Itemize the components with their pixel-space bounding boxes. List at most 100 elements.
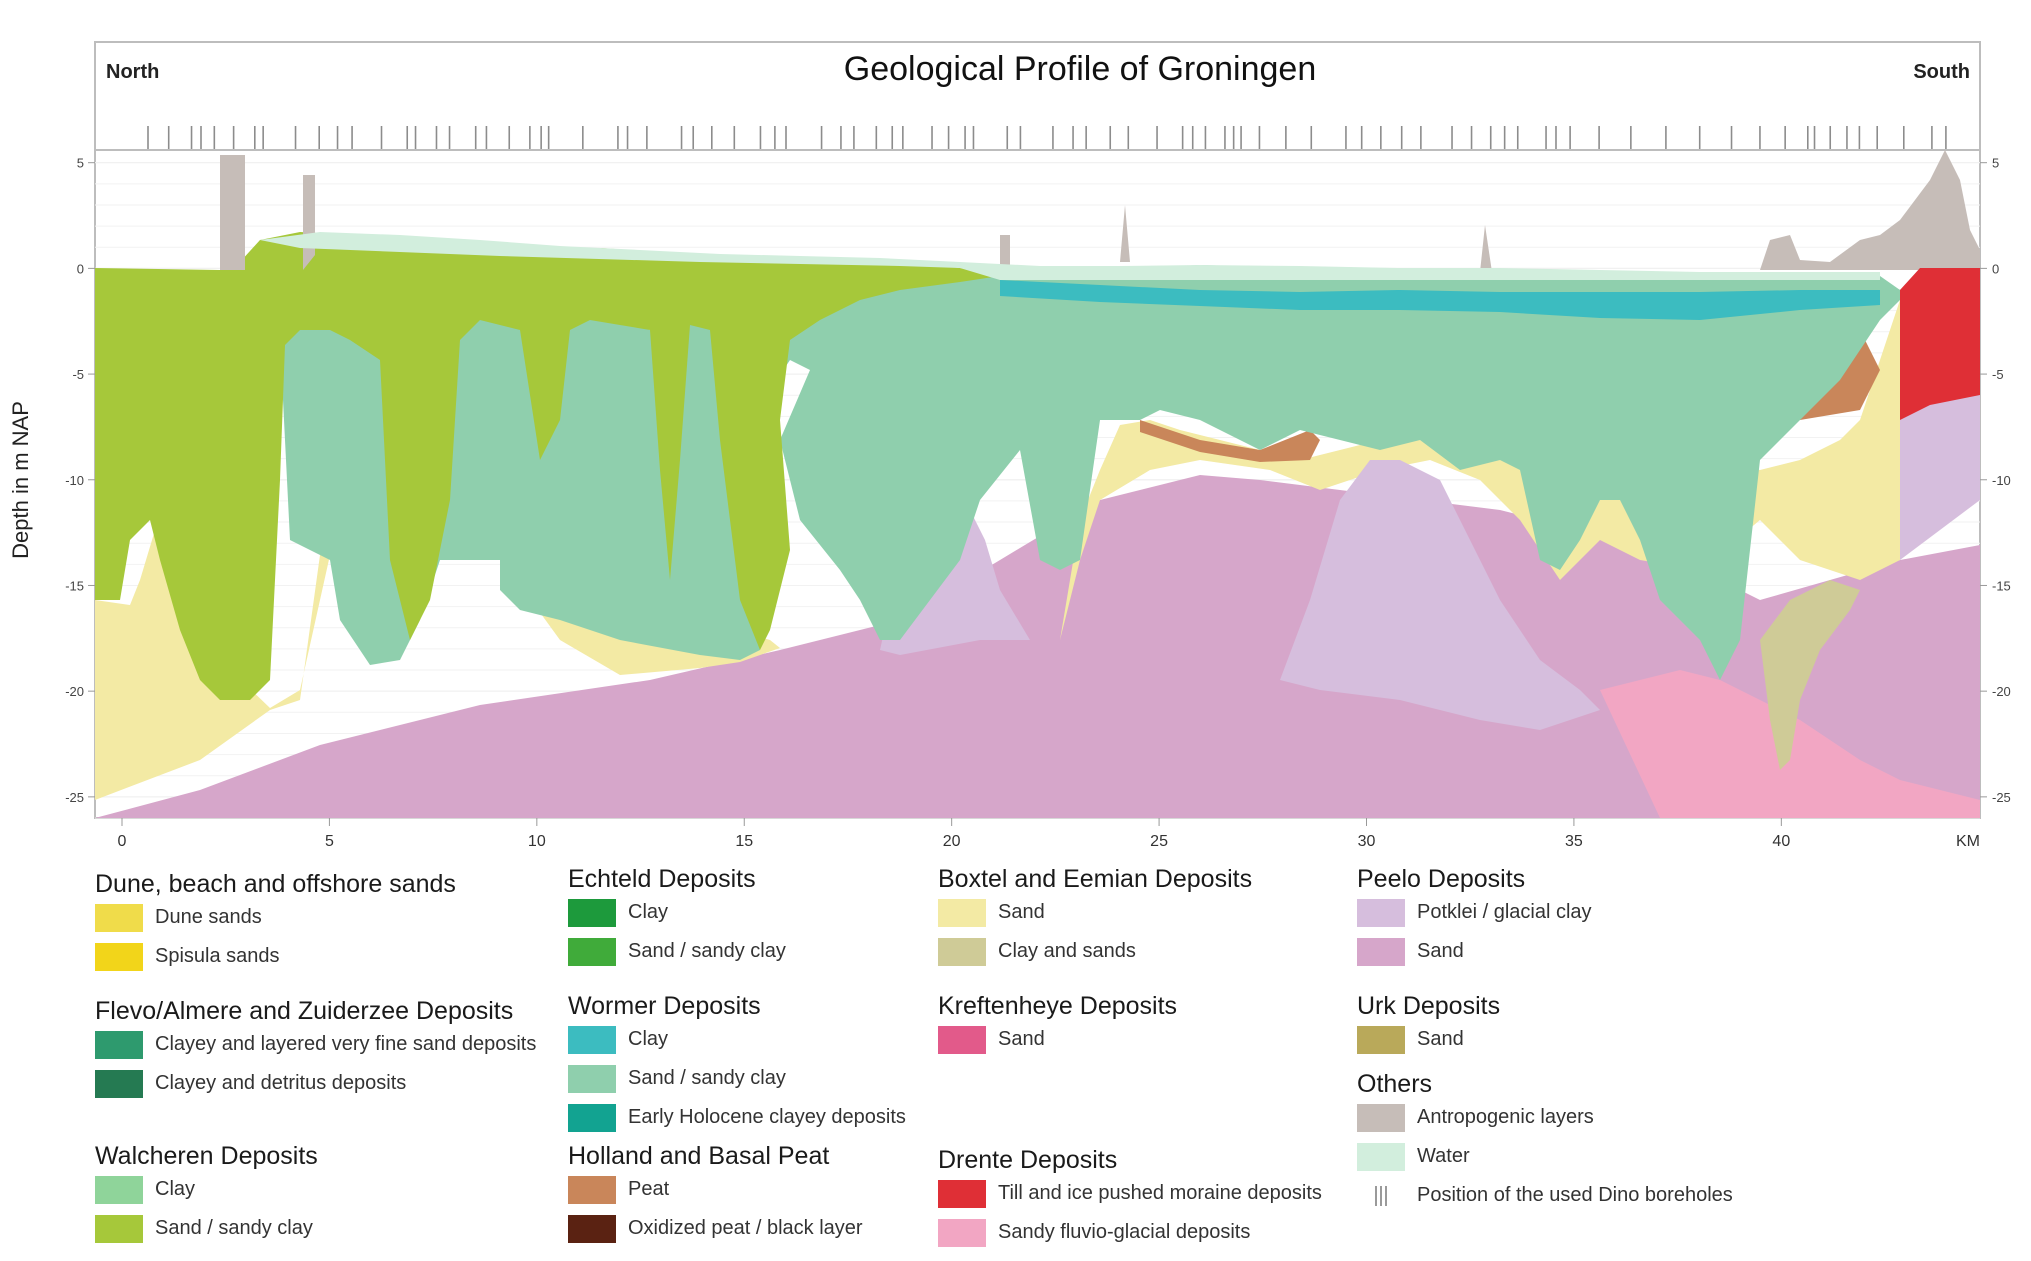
legend: Dune, beach and offshore sands Dune sands… — [0, 865, 2031, 1261]
legend-item: Sandy fluvio-glacial deposits — [938, 1215, 1250, 1254]
y-axis-left: 5 0 -5 -10 -15 -20 -25 — [65, 156, 95, 805]
legend-item: Sand — [938, 895, 1252, 934]
geological-profile: Geological Profile of Groningen North So… — [8, 41, 2011, 850]
legend-item: Clay — [568, 895, 756, 934]
legend-swatch — [1357, 899, 1405, 927]
legend-label: Clayey and layered very fine sand deposi… — [155, 1033, 537, 1055]
x-tick-label: 20 — [943, 833, 961, 850]
y-tick-label: 0 — [77, 261, 84, 276]
legend-label: Sand — [1417, 1028, 1464, 1050]
legend-label: Sand / sandy clay — [628, 1067, 786, 1089]
legend-swatch — [568, 1176, 616, 1204]
legend-swatch — [1357, 938, 1405, 966]
legend-swatch — [1357, 1104, 1405, 1132]
legend-label: Early Holocene clayey deposits — [628, 1106, 906, 1128]
layer-holland-peat-b — [1140, 420, 1320, 462]
legend-item: Potklei / glacial clay — [1357, 895, 1592, 934]
legend-swatch — [1357, 1143, 1405, 1171]
x-tick-label: 0 — [118, 833, 127, 850]
legend-item: Sand / sandy clay — [568, 1061, 786, 1100]
legend-group: Drente Deposits Till and ice pushed morai… — [938, 1144, 1322, 1254]
x-tick-label: 25 — [1150, 833, 1168, 850]
legend-label: Water — [1417, 1145, 1470, 1167]
legend-swatch — [95, 943, 143, 971]
north-label: North — [106, 61, 159, 83]
legend-label: Sand / sandy clay — [628, 940, 786, 962]
legend-swatch — [568, 1104, 616, 1132]
y-tick-label: 5 — [1992, 156, 1999, 171]
legend-item: Clayey and layered very fine sand deposi… — [95, 1027, 536, 1066]
x-tick-label: 35 — [1565, 833, 1583, 850]
legend-item: Clay — [95, 1172, 318, 1211]
x-tick-label: 30 — [1358, 833, 1376, 850]
legend-group-title: Flevo/Almere and Zuiderzee Deposits — [95, 997, 514, 1025]
y-tick-label: 0 — [1992, 261, 1999, 276]
legend-swatch — [95, 1176, 143, 1204]
legend-item: Oxidized peat / black layer — [568, 1211, 863, 1250]
legend-swatch — [938, 899, 986, 927]
legend-item: Dune sands — [95, 900, 456, 939]
legend-item: Sand — [1357, 934, 1525, 973]
x-tick-label: 40 — [1772, 833, 1790, 850]
y-tick-label: -10 — [65, 473, 84, 488]
legend-swatch — [568, 1215, 616, 1243]
legend-group-title: Wormer Deposits — [568, 992, 761, 1020]
legend-group: Wormer Deposits Clay Sand / sandy clay Earl… — [568, 990, 906, 1139]
legend-item: Antropogenic layers — [1357, 1100, 1594, 1139]
layer-drente-till — [1900, 268, 1980, 420]
legend-swatch — [938, 1219, 986, 1247]
x-axis-unit: KM — [1956, 833, 1980, 850]
y-tick-label: -15 — [65, 578, 84, 593]
legend-group: Others Antropogenic layers Water Position o… — [1357, 1068, 1733, 1217]
legend-swatch — [938, 1026, 986, 1054]
legend-label: Position of the used Dino boreholes — [1417, 1184, 1733, 1206]
legend-group-title: Peelo Deposits — [1357, 865, 1526, 893]
legend-label: Spisula sands — [155, 945, 280, 967]
legend-group: Boxtel and Eemian Deposits Sand Clay and s… — [938, 863, 1252, 973]
layer-water-surface — [260, 232, 1880, 280]
legend-swatch — [938, 938, 986, 966]
layer-wormer-clay — [1000, 280, 1880, 320]
legend-swatch — [95, 1031, 143, 1059]
legend-item: Sand — [938, 1022, 1177, 1061]
legend-swatch — [568, 899, 616, 927]
layer-walcheren-sand — [95, 232, 1000, 700]
profile-title: Geological Profile of Groningen — [844, 50, 1317, 88]
legend-item: Clay and sands — [938, 934, 1252, 973]
legend-item: Spisula sands — [95, 939, 456, 978]
legend-item: Early Holocene clayey deposits — [568, 1100, 906, 1139]
layer-urk-sand — [1760, 580, 1860, 770]
legend-label: Potklei / glacial clay — [1417, 901, 1592, 923]
legend-item: Sand / sandy clay — [568, 934, 786, 973]
legend-group: Peelo Deposits Potklei / glacial clay Sand — [1357, 863, 1592, 973]
legend-group-title: Kreftenheye Deposits — [938, 992, 1178, 1020]
legend-label: Clayey and detritus deposits — [155, 1072, 407, 1094]
legend-swatch — [95, 904, 143, 932]
south-label: South — [1913, 61, 1970, 83]
legend-group-title: Walcheren Deposits — [95, 1142, 318, 1170]
y-tick-label: -20 — [1992, 684, 2011, 699]
legend-group: Urk Deposits Sand — [1357, 990, 1500, 1061]
legend-group: Echteld Deposits Clay Sand / sandy clay — [568, 863, 786, 973]
y-axis-right: 5 0 -5 -10 -15 -20 -25 — [1980, 156, 2011, 805]
legend-label: Antropogenic layers — [1417, 1106, 1594, 1128]
legend-item: Peat — [568, 1172, 829, 1211]
y-tick-label: -10 — [1992, 473, 2011, 488]
legend-group: Flevo/Almere and Zuiderzee Deposits Claye… — [95, 995, 536, 1105]
layer-polygons — [95, 150, 1980, 818]
x-tick-label: 15 — [735, 833, 753, 850]
legend-label: Clay — [155, 1178, 196, 1200]
y-tick-label: -5 — [1992, 367, 2004, 382]
legend-group: Dune, beach and offshore sands Dune sands… — [95, 868, 456, 978]
y-tick-label: -25 — [1992, 790, 2011, 805]
legend-group-title: Holland and Basal Peat — [568, 1142, 830, 1170]
y-tick-label: -15 — [1992, 578, 2011, 593]
legend-label: Peat — [628, 1178, 670, 1200]
legend-item: Sand — [1357, 1022, 1500, 1061]
legend-label: Clay — [628, 1028, 669, 1050]
y-tick-label: -5 — [72, 367, 84, 382]
legend-label: Sand — [1417, 940, 1464, 962]
legend-label: Oxidized peat / black layer — [628, 1217, 863, 1239]
legend-swatch — [568, 1026, 616, 1054]
legend-label: Clay — [628, 901, 669, 923]
